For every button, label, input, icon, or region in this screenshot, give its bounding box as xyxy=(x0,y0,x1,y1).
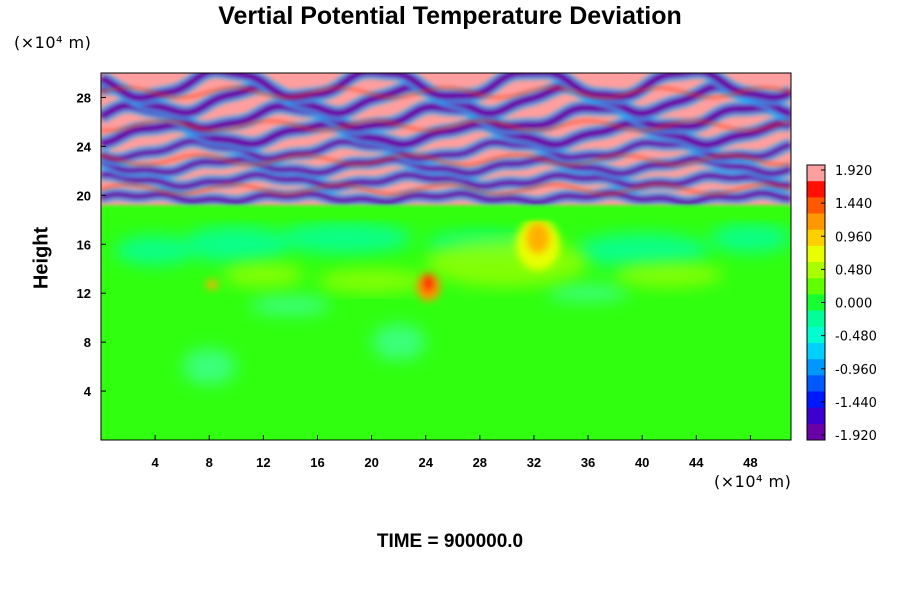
colorbar-swatch xyxy=(807,181,825,198)
x-tick-label: 20 xyxy=(364,455,378,470)
colorbar-swatch xyxy=(807,213,825,231)
x-tick-label: 48 xyxy=(743,455,757,470)
band-core xyxy=(101,170,791,191)
cool-patch xyxy=(574,233,710,268)
x-tick-label: 40 xyxy=(635,455,649,470)
colorbar-swatch xyxy=(807,359,825,376)
cool-patch xyxy=(249,295,331,316)
colorbar-swatch xyxy=(807,423,825,441)
colorbar-swatch xyxy=(807,294,825,312)
colorbar-swatch xyxy=(807,310,825,328)
colorbar-swatch xyxy=(807,391,825,409)
band-core xyxy=(101,189,791,207)
band-fringe xyxy=(101,86,791,99)
colorbar-swatch xyxy=(807,197,825,215)
cool-patch xyxy=(709,223,791,253)
haze-patch xyxy=(317,268,426,294)
heatmap-plot-area xyxy=(101,73,791,440)
colorbar-label: -0.480 xyxy=(835,330,877,345)
x-tick-label: 28 xyxy=(473,455,487,470)
y-tick-label: 24 xyxy=(77,139,92,154)
anomaly-west-inner xyxy=(422,274,435,293)
colorbar-label: -1.920 xyxy=(835,429,877,444)
colorbar-swatch xyxy=(807,326,825,344)
band-core xyxy=(101,118,791,150)
chart-title: Vertial Potential Temperature Deviation xyxy=(218,2,682,30)
y-tick-label: 16 xyxy=(77,237,91,252)
band-fringe xyxy=(101,119,791,132)
band-core xyxy=(101,73,791,103)
colorbar-swatch xyxy=(807,245,825,263)
colorbar-label: 1.440 xyxy=(835,197,872,212)
cool-patch xyxy=(182,225,291,263)
x-axis-unit: (×10⁴ m) xyxy=(714,472,792,491)
y-tick-label: 12 xyxy=(77,286,91,301)
colorbar-swatch xyxy=(807,229,825,247)
band-core xyxy=(101,137,791,163)
stratospheric-bands xyxy=(101,73,791,209)
band-fringe xyxy=(101,183,791,196)
cool-patch xyxy=(182,348,237,385)
time-footer: TIME = 900000.0 xyxy=(376,531,524,552)
y-tick-label: 8 xyxy=(84,335,91,350)
colorbar-swatch xyxy=(807,262,825,279)
colorbar-label: -0.960 xyxy=(835,363,877,378)
colorbar-swatch xyxy=(807,407,825,425)
band-fringe xyxy=(101,153,791,166)
x-tick-label: 44 xyxy=(689,455,704,470)
band-fringes xyxy=(101,86,791,196)
colorbar-label: 1.920 xyxy=(835,164,872,179)
band-group xyxy=(101,73,791,209)
colorbar-label: 0.960 xyxy=(835,230,872,245)
colorbar-swatch xyxy=(807,165,825,182)
colorbar-label: -1.440 xyxy=(835,396,877,411)
colorbar-label: 0.000 xyxy=(835,297,872,312)
colorbar: 1.920 1.440 0.960 0.480 0.000 -0.480 -0.960 -1.… xyxy=(806,164,877,444)
y-axis-unit: (×10⁴ m) xyxy=(14,33,92,52)
anomaly-center-inner xyxy=(526,222,550,255)
cool-patch xyxy=(371,323,426,361)
y-tick-label: 4 xyxy=(84,384,92,399)
x-tick-label: 8 xyxy=(206,455,213,470)
band-core xyxy=(101,154,791,178)
colorbar-label: 0.480 xyxy=(835,263,872,278)
cool-patch xyxy=(547,284,629,302)
x-tick-label: 32 xyxy=(527,455,541,470)
haze-patch xyxy=(222,262,304,288)
y-tick-label: 20 xyxy=(77,188,91,203)
colorbar-swatch xyxy=(807,375,825,392)
warm-anomalies xyxy=(205,218,560,302)
cool-patch xyxy=(114,235,196,266)
tropopause-transition xyxy=(101,205,791,220)
cool-patch xyxy=(276,222,413,255)
plot-frame xyxy=(100,72,792,441)
colorbar-swatch xyxy=(807,342,825,360)
y-tick-label: 28 xyxy=(77,90,91,105)
haze-patch xyxy=(615,262,724,288)
band-core xyxy=(101,100,791,133)
x-tick-label: 12 xyxy=(256,455,270,470)
x-tick-label: 36 xyxy=(581,455,595,470)
colorbar-swatch xyxy=(807,278,825,295)
anomaly-small xyxy=(205,279,218,290)
x-tick-label: 24 xyxy=(418,455,433,470)
x-tick-label: 4 xyxy=(152,455,160,470)
haze-patch xyxy=(425,238,589,288)
x-tick-label: 16 xyxy=(310,455,324,470)
